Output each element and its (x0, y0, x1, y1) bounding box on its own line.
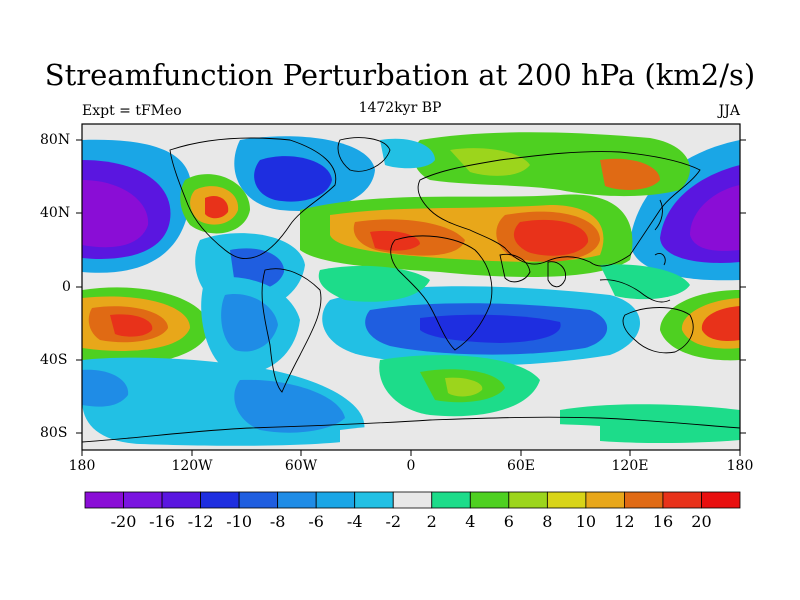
colorbar-tick-label: 8 (542, 512, 553, 531)
plot-title: Streamfunction Perturbation at 200 hPa (… (44, 58, 756, 92)
lat-tick: 40N (40, 205, 71, 221)
colorbar-swatch (546, 491, 587, 509)
colorbar-swatch (508, 491, 548, 509)
time-label: 1472kyr BP (358, 100, 442, 116)
lat-tick: 80N (40, 132, 71, 148)
colorbar (84, 491, 741, 509)
lon-tick: 180 (726, 458, 754, 474)
colorbar-swatch (469, 491, 510, 509)
colorbar-swatch (277, 491, 317, 509)
colorbar-tick-label: -12 (187, 512, 214, 531)
lon-tick: 60W (284, 458, 318, 474)
season-label: JJA (718, 103, 740, 119)
colorbar-swatch (431, 491, 471, 509)
colorbar-tick-label: 12 (614, 512, 635, 531)
colorbar-tick-label: -6 (308, 512, 324, 531)
colorbar-swatch (701, 491, 741, 509)
colorbar-tick-label: -4 (346, 512, 363, 531)
lon-tick: 120W (171, 458, 213, 474)
lon-tick: 180 (68, 458, 96, 474)
colorbar-swatch (200, 491, 240, 509)
colorbar-tick-label: -16 (149, 512, 175, 531)
colorbar-swatch (624, 491, 664, 509)
colorbar-tick-label: -2 (385, 512, 402, 531)
colorbar-swatch (662, 491, 702, 509)
lat-tick: 40S (40, 352, 68, 368)
colorbar-swatch (354, 491, 394, 509)
colorbar-swatch (392, 491, 433, 509)
colorbar-tick-label: 4 (465, 512, 476, 531)
colorbar-swatch (238, 491, 279, 509)
colorbar-tick-label: 16 (652, 512, 674, 531)
experiment-label: Expt = tFMeo (82, 103, 182, 119)
axis-ticks (76, 139, 746, 456)
coastlines (82, 137, 740, 443)
colorbar-tick-label: 6 (503, 512, 514, 531)
colorbar-tick-label: -8 (269, 512, 286, 531)
lat-tick: 80S (40, 425, 68, 441)
colorbar-tick-label: 2 (426, 512, 437, 531)
colorbar-swatch (161, 491, 201, 509)
colorbar-swatch (315, 491, 356, 509)
colorbar-tick-label: 10 (575, 512, 597, 531)
colorbar-swatch (585, 491, 625, 509)
lon-tick: 120E (611, 458, 649, 474)
lon-tick: 0 (406, 458, 416, 474)
colorbar-swatch (123, 491, 163, 509)
colorbar-swatch (84, 491, 124, 509)
colorbar-tick-label: 20 (691, 512, 712, 531)
field-contours (82, 124, 740, 450)
lon-tick: 60E (506, 458, 536, 474)
colorbar-tick-label: -10 (226, 512, 252, 531)
lat-tick: 0 (62, 279, 71, 295)
colorbar-tick-label: -20 (110, 512, 137, 531)
